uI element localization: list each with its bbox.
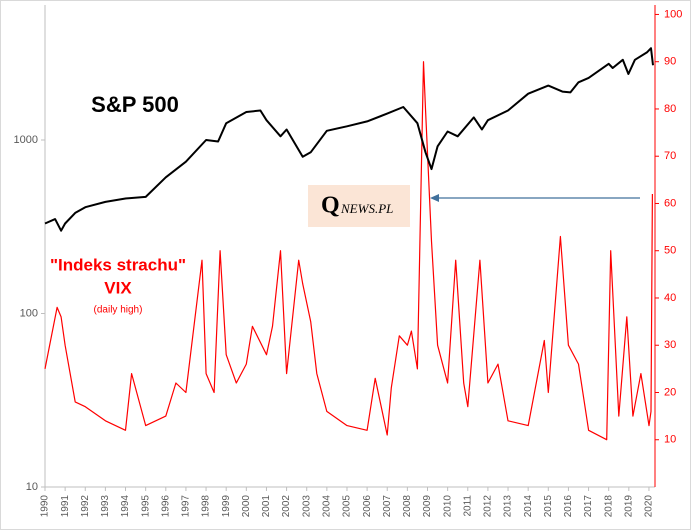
logo-q: Q [321,193,340,219]
x-tick-label: 1999 [221,495,232,518]
x-tick-label: 2005 [342,495,353,518]
series-line [44,47,654,232]
x-tick-label: 1991 [60,495,71,518]
x-tick-label: 2011 [462,495,473,517]
x-tick-label: 1994 [120,495,131,518]
plot: 10 100 1000 10 20 30 40 50 60 70 80 90 100 1990 1991 19… [14,5,682,518]
x-tick-label: 1993 [100,495,111,518]
x-tick-label: 2013 [503,495,514,518]
y-tick-label: 100 [20,307,38,319]
y2-tick-label: 70 [664,150,676,162]
x-tick-label: 2006 [362,495,373,518]
logo-box [308,185,410,227]
x-tick-label: 2007 [382,495,393,518]
sp-label: S&P 500 [91,92,179,117]
x-tick-label: 2017 [583,495,594,518]
vix-label: VIX [104,278,132,297]
x-tick-label: 2019 [623,495,634,518]
x-tick-label: 2002 [281,495,292,518]
x-tick-label: 2009 [422,495,433,518]
x-tick-label: 1995 [140,495,151,518]
x-tick-label: 2003 [301,495,312,518]
y2-tick-label: 100 [664,8,682,20]
y-tick-label: 1000 [14,134,38,146]
y-tick-label: 10 [26,481,38,493]
x-tick-label: 2020 [644,495,655,518]
vix-note: (daily high) [94,305,143,316]
x-tick-label: 2014 [523,495,534,518]
logo-text: NEWS.PL [340,201,393,216]
arrow-head [430,194,439,202]
x-tick-label: 2004 [321,495,332,518]
x-tick-label: 1997 [181,495,192,518]
x-tick-label: 2008 [402,495,413,518]
y2-tick-label: 30 [664,339,676,351]
y2-tick-label: 60 [664,197,676,209]
y2-tick-label: 90 [664,56,676,68]
y2-tick-label: 40 [664,292,676,304]
x-tick-label: 2016 [563,495,574,518]
y2-tick-label: 80 [664,103,676,115]
x-tick-label: 1998 [201,495,212,518]
x-tick-label: 1990 [40,495,51,518]
x-tick-label: 2001 [261,495,272,518]
y2-tick-label: 20 [664,386,676,398]
y2-tick-label: 50 [664,245,676,257]
series-line [44,61,653,441]
x-tick-label: 1992 [80,495,91,518]
x-tick-label: 1996 [160,495,171,518]
vix-title: "Indeks strachu" [50,255,186,274]
x-tick-label: 2010 [442,495,453,518]
x-tick-label: 2012 [483,495,494,518]
x-tick-label: 2000 [241,495,252,518]
x-tick-label: 2015 [543,495,554,518]
y2-tick-label: 10 [664,434,676,446]
x-tick-label: 2018 [603,495,614,518]
